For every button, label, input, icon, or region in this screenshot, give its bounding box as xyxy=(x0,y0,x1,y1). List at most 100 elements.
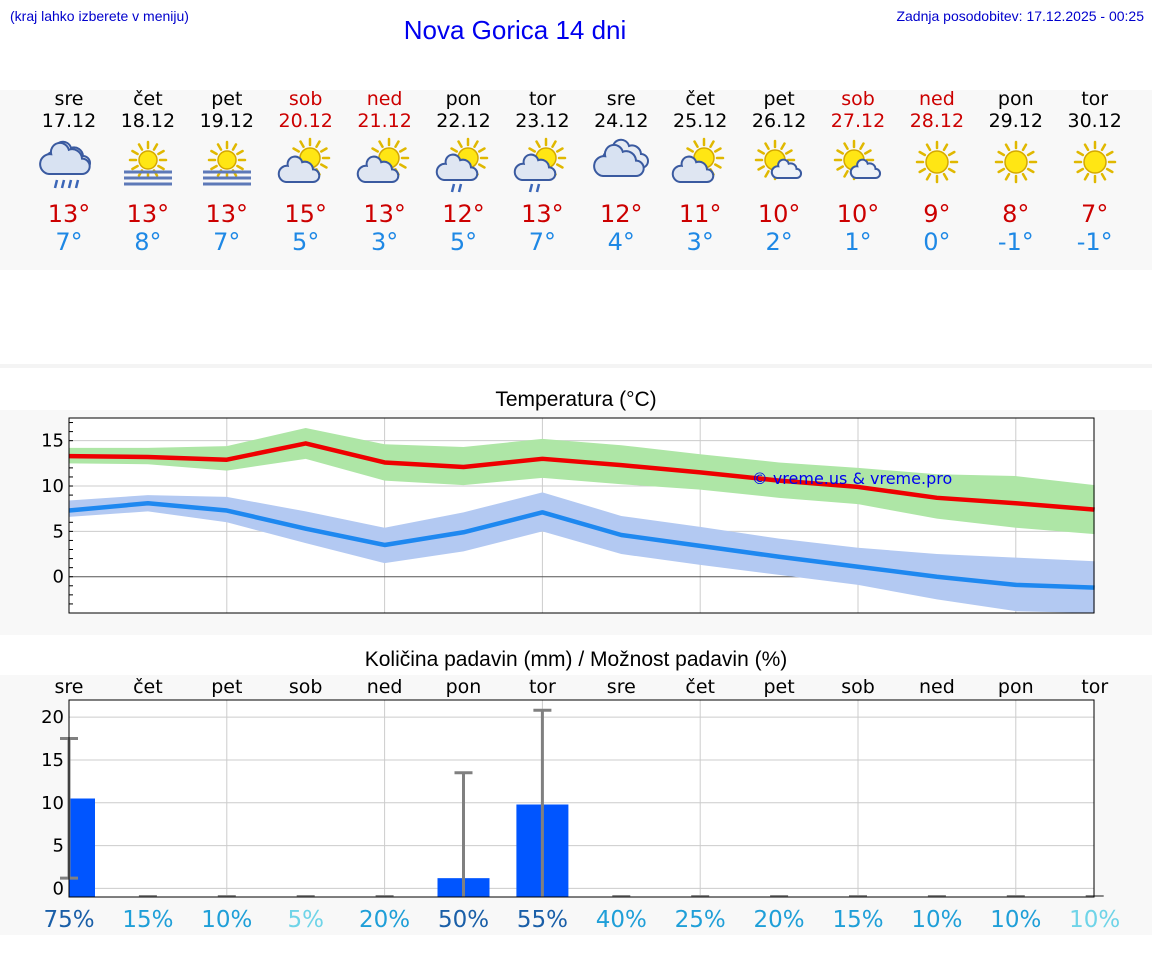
day-column: sob 20.12 15° 5° xyxy=(266,88,346,256)
sun-icon xyxy=(915,140,959,184)
precipitation-probability: 15% xyxy=(122,907,173,933)
precipitation-probability: 20% xyxy=(359,907,410,933)
min-temperature: 7° xyxy=(55,228,83,256)
last-updated: Zadnja posodobitev: 17.12.2025 - 00:25 xyxy=(896,8,1144,24)
day-label: tor xyxy=(529,676,556,698)
day-label: pet xyxy=(763,676,794,698)
day-date: 26.12 xyxy=(751,110,807,132)
day-name: sob xyxy=(841,88,875,110)
sun-cloud-icon xyxy=(277,137,330,183)
day-label: čet xyxy=(685,676,715,698)
day-name: pon xyxy=(445,88,482,110)
day-column: pet 26.12 10° 2° xyxy=(739,88,819,256)
plot-border xyxy=(68,417,1095,614)
precipitation-chart-title: Količina padavin (mm) / Možnost padavin … xyxy=(364,648,788,671)
day-column: ned 21.12 13° 3° xyxy=(345,88,425,256)
sun-cloud-rain-icon xyxy=(514,137,567,193)
precipitation-probability: 50% xyxy=(438,907,489,933)
y-tick-label: 10 xyxy=(41,476,64,497)
day-date: 20.12 xyxy=(278,110,333,132)
y-tick-label: 5 xyxy=(53,521,64,542)
day-date: 22.12 xyxy=(436,110,491,132)
max-temperature: 9° xyxy=(923,200,951,228)
precipitation-bar xyxy=(69,798,95,897)
precipitation-probability: 10% xyxy=(201,907,252,933)
min-temperature: 4° xyxy=(607,228,635,256)
max-temperature: 13° xyxy=(521,200,564,228)
max-temperature: 13° xyxy=(47,200,91,228)
precipitation-probability: 10% xyxy=(911,907,962,933)
sun-small-cloud-icon xyxy=(754,139,803,181)
day-column: sre 24.12 12° 4° xyxy=(581,88,661,256)
location-hint[interactable]: (kraj lahko izberete v meniju) xyxy=(10,8,189,24)
day-label: ned xyxy=(367,676,403,698)
day-label: pet xyxy=(211,676,242,698)
max-temperature: 8° xyxy=(1002,200,1030,228)
day-name: pon xyxy=(997,88,1034,110)
day-name: pet xyxy=(763,88,795,110)
day-label: tor xyxy=(1081,676,1108,698)
forecast-band xyxy=(0,90,1152,270)
max-temperature: 10° xyxy=(836,200,880,228)
day-name: ned xyxy=(918,88,955,110)
day-column: pon 29.12 8° -1° xyxy=(976,88,1056,256)
day-date: 30.12 xyxy=(1067,110,1122,132)
day-label: sob xyxy=(841,676,875,698)
temperature-chart: 0 5 10 15 © vreme.us & vreme.pro xyxy=(41,417,1095,614)
y-tick-label: 0 xyxy=(53,567,64,588)
max-temperature: 11° xyxy=(678,200,722,228)
sun-cloud-icon xyxy=(671,137,725,183)
min-temperature: 3° xyxy=(370,228,399,256)
day-name: tor xyxy=(528,88,556,110)
y-tick-label: 0 xyxy=(53,878,64,899)
sun-fog-icon xyxy=(202,140,251,186)
day-column: ned 28.12 9° 0° xyxy=(897,88,977,256)
y-tick-label: 20 xyxy=(41,707,64,728)
min-temperature: 8° xyxy=(134,228,162,256)
day-date: 18.12 xyxy=(120,110,176,132)
min-temperature: 5° xyxy=(449,228,478,256)
divider xyxy=(0,364,1152,368)
y-tick-label: 10 xyxy=(41,793,64,814)
day-column: tor 30.12 7° -1° xyxy=(1055,88,1135,256)
sun-fog-icon xyxy=(123,140,172,186)
day-name: sre xyxy=(606,88,636,110)
precipitation-probability: 20% xyxy=(754,907,805,933)
min-temperature: 7° xyxy=(528,228,557,256)
day-label: čet xyxy=(133,676,163,698)
day-name: čet xyxy=(133,88,163,110)
precipitation-probability: 75% xyxy=(43,907,94,933)
y-tick-label: 15 xyxy=(41,431,64,452)
min-temperature: 5° xyxy=(292,228,320,256)
day-column: pet 19.12 13° 7° xyxy=(187,88,267,256)
day-date: 28.12 xyxy=(909,110,965,132)
day-date: 17.12 xyxy=(41,110,97,132)
sun-cloud-rain-icon xyxy=(435,137,488,193)
day-name: pet xyxy=(211,88,243,110)
day-label: sre xyxy=(55,676,84,698)
max-temperature: 13° xyxy=(363,200,406,228)
day-label: sob xyxy=(289,676,323,698)
max-temperature: 10° xyxy=(757,200,801,228)
max-temperature: 12° xyxy=(442,200,485,228)
day-name: čet xyxy=(685,88,715,110)
day-name: tor xyxy=(1081,88,1109,110)
max-temperature: 15° xyxy=(284,200,327,228)
day-column: sob 27.12 10° 1° xyxy=(818,88,898,256)
day-column: tor 23.12 13° 7° xyxy=(502,88,582,256)
page-title: Nova Gorica 14 dni xyxy=(403,15,627,45)
precipitation-probability: 10% xyxy=(1069,907,1120,933)
max-temperature-band xyxy=(69,427,1095,535)
day-column: čet 18.12 13° 8° xyxy=(108,88,188,256)
day-label: pon xyxy=(998,676,1034,698)
day-column: pon 22.12 12° 5° xyxy=(424,88,504,256)
precipitation-probability: 25% xyxy=(675,907,726,933)
min-temperature: 3° xyxy=(686,228,714,256)
cloud-rain-icon xyxy=(39,140,91,189)
day-date: 23.12 xyxy=(515,110,570,132)
day-date: 25.12 xyxy=(672,110,728,132)
max-temperature: 13° xyxy=(126,200,170,228)
min-temperature: 1° xyxy=(844,228,872,256)
day-date: 24.12 xyxy=(594,110,649,132)
cloud-icon xyxy=(593,138,650,177)
